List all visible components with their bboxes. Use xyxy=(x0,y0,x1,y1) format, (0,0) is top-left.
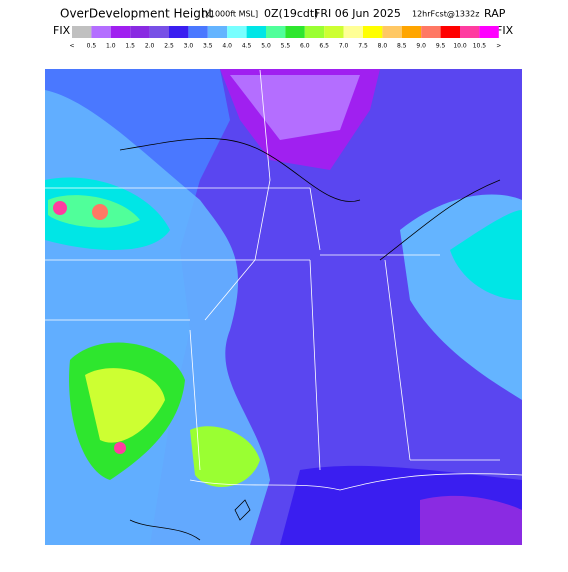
color-swatch xyxy=(363,26,383,38)
colorbar-label: 6.0 xyxy=(300,43,310,50)
color-swatch xyxy=(479,26,499,38)
colorbar-label: 5.5 xyxy=(281,43,291,50)
colorbar-label: 4.5 xyxy=(242,43,252,50)
color-swatch xyxy=(304,26,325,38)
colorbar-label: 8.0 xyxy=(378,43,388,50)
color-swatch xyxy=(421,26,441,38)
colorbar-label: > xyxy=(496,43,501,50)
color-swatch xyxy=(188,26,208,38)
color-swatch xyxy=(110,26,131,38)
colorbar-label: 0.5 xyxy=(87,43,97,50)
colorbar-label: 3.0 xyxy=(184,43,194,50)
colorbar-label: 9.5 xyxy=(436,43,446,50)
colorbar: <0.5 1.0 1.5 2.0 2.5 3.0 3.5 4.0 4.5 5.0 5.5 6.0 6.5… xyxy=(69,26,501,50)
title-part: RAP xyxy=(484,7,506,20)
title-part: [x1000ft MSL] xyxy=(202,10,258,19)
colorbar-label: 8.5 xyxy=(397,43,407,50)
colorbar-label: 7.0 xyxy=(339,43,349,50)
color-swatch xyxy=(169,26,189,38)
colorbar-label: 5.0 xyxy=(261,43,271,50)
colorbar-label: 1.0 xyxy=(106,43,116,50)
color-swatch xyxy=(207,26,228,38)
colorbar-label: 9.0 xyxy=(416,43,426,50)
colorbar-label: 1.5 xyxy=(125,43,135,50)
color-swatch xyxy=(91,26,111,38)
colorbar-label: 10.5 xyxy=(473,43,487,50)
color-swatch xyxy=(227,26,247,38)
colorbar-label: 6.5 xyxy=(319,43,329,50)
color-swatch xyxy=(401,26,422,38)
color-swatch xyxy=(343,26,363,38)
color-swatch xyxy=(130,26,150,38)
color-swatch xyxy=(440,26,460,38)
colorbar-label: 4.0 xyxy=(222,43,232,50)
color-swatch xyxy=(382,26,402,38)
colorbar-label: < xyxy=(69,43,74,50)
colorbar-label: 2.5 xyxy=(164,43,174,50)
title-part: OverDevelopment Height xyxy=(60,7,213,21)
color-swatch xyxy=(246,26,266,38)
color-swatch xyxy=(460,26,480,38)
colorbar-label: 7.5 xyxy=(358,43,368,50)
colorbar-label: 2.0 xyxy=(145,43,155,50)
title-part: FRI 06 Jun 2025 xyxy=(314,7,401,20)
color-swatch xyxy=(324,26,344,38)
map xyxy=(45,69,522,545)
title-part: 12hrFcst@1332z xyxy=(412,10,479,19)
color-swatch xyxy=(285,26,305,38)
color-swatch xyxy=(149,26,169,38)
title-part: 0Z(19cdt) xyxy=(264,7,318,20)
fix-label: FIX xyxy=(53,24,71,37)
color-swatch xyxy=(72,26,92,38)
colorbar-label: 3.5 xyxy=(203,43,213,50)
fix-label: FIX xyxy=(496,24,514,37)
color-swatch xyxy=(266,26,286,38)
colorbar-label: 10.0 xyxy=(453,43,467,50)
